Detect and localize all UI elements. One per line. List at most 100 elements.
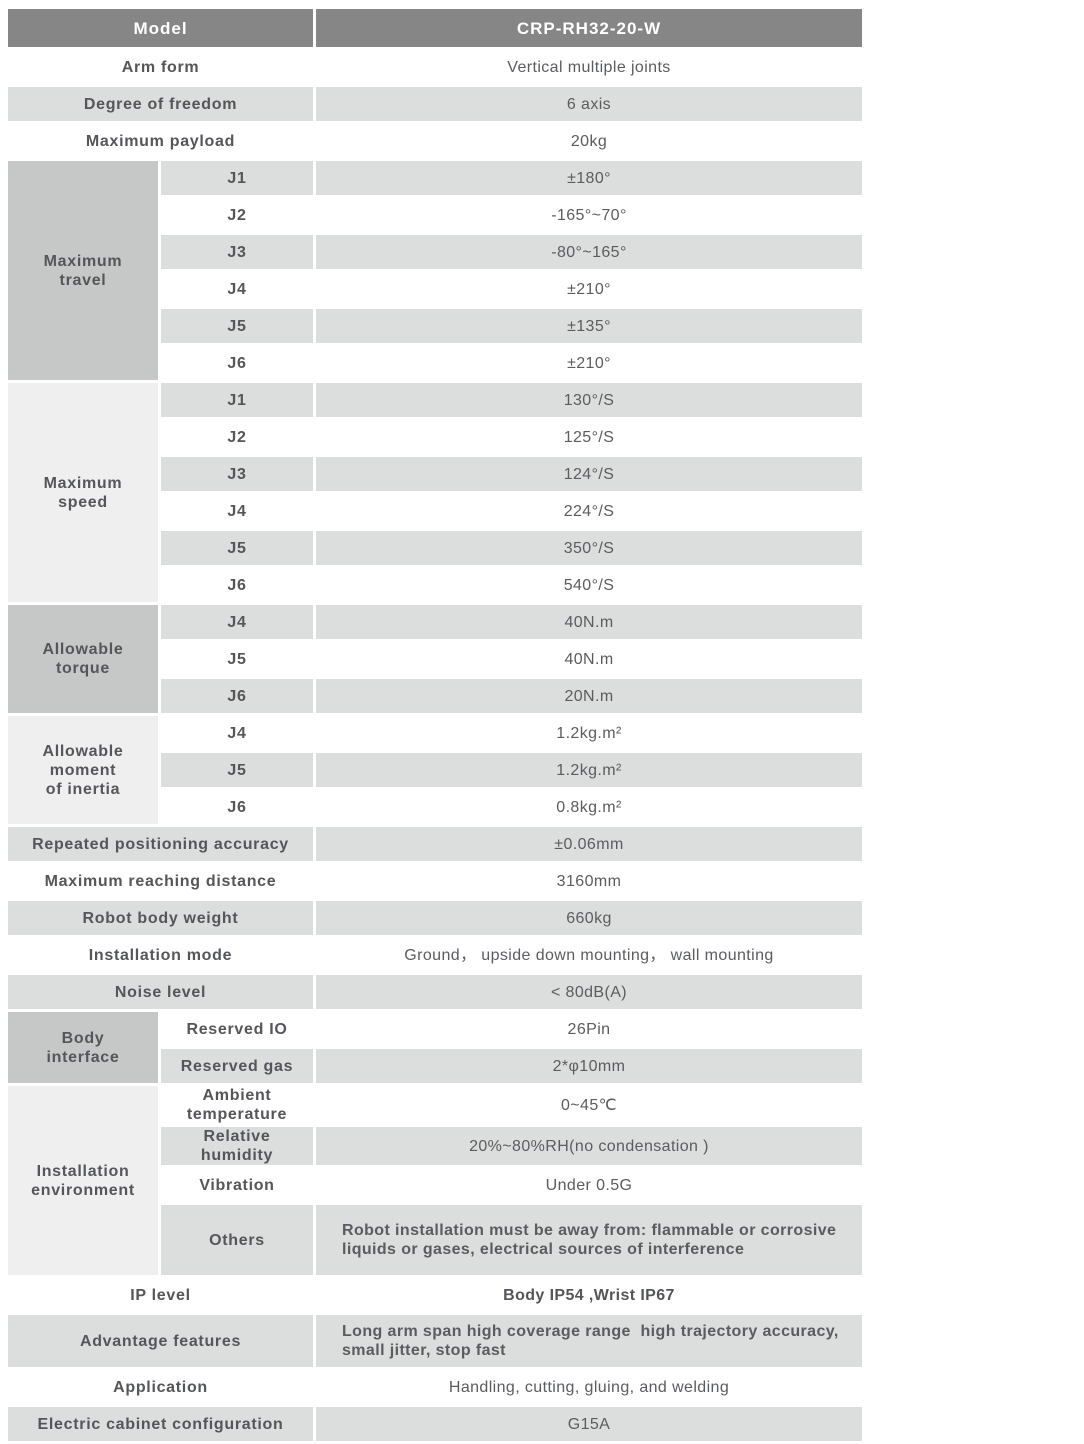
spec-label: Advantage features [8, 1315, 313, 1367]
joint-value: 124°/S [316, 457, 862, 491]
joint-label: J4 [161, 605, 313, 639]
sub-value: 26Pin [316, 1012, 862, 1046]
row-speed-j5: J5 350°/S [8, 531, 862, 565]
spec-value: Body IP54 ,Wrist IP67 [316, 1278, 862, 1312]
sub-value: 2*φ10mm [316, 1049, 862, 1083]
spec-label: Installation mode [8, 938, 313, 972]
joint-value: 1.2kg.m² [316, 716, 862, 750]
joint-value: ±180° [316, 161, 862, 195]
spec-label: Electric cabinet configuration [8, 1407, 313, 1441]
joint-value: 40N.m [316, 605, 862, 639]
row-speed-j3: J3 124°/S [8, 457, 862, 491]
sub-label: Vibration [161, 1168, 313, 1202]
row-speed-j6: J6 540°/S [8, 568, 862, 602]
joint-label: J5 [161, 753, 313, 787]
joint-value: 350°/S [316, 531, 862, 565]
spec-value: < 80dB(A) [316, 975, 862, 1009]
spec-label: Degree of freedom [8, 87, 313, 121]
row-installation-mode: Installation mode Ground， upside down mo… [8, 938, 862, 972]
row-electric-cabinet-configuration: Electric cabinet configuration G15A [8, 1407, 862, 1441]
header-row: Model CRP-RH32-20-W [8, 9, 862, 47]
spec-label: Maximum reaching distance [8, 864, 313, 898]
sub-label: Relative humidity [161, 1127, 313, 1165]
joint-value: 0.8kg.m² [316, 790, 862, 824]
joint-value: ±210° [316, 272, 862, 306]
joint-value: ±135° [316, 309, 862, 343]
sub-label: Ambient temperature [161, 1086, 313, 1124]
row-degree-of-freedom: Degree of freedom 6 axis [8, 87, 862, 121]
group-installation-environment: Installation environment [8, 1086, 158, 1275]
joint-value: 1.2kg.m² [316, 753, 862, 787]
joint-value: 130°/S [316, 383, 862, 417]
row-advantage-features: Advantage features Long arm span high co… [8, 1315, 862, 1367]
group-maximum-travel: Maximum travel [8, 161, 158, 380]
sub-value: Robot installation must be away from: fl… [316, 1205, 862, 1275]
row-travel-j6: J6 ±210° [8, 346, 862, 380]
joint-label: J5 [161, 531, 313, 565]
row-speed-j4: J4 224°/S [8, 494, 862, 528]
joint-label: J3 [161, 457, 313, 491]
spec-label: IP level [8, 1278, 313, 1312]
row-robot-body-weight: Robot body weight 660kg [8, 901, 862, 935]
joint-label: J1 [161, 383, 313, 417]
group-maximum-speed: Maximum speed [8, 383, 158, 602]
model-label: Model [8, 9, 313, 47]
row-repeated-positioning-accuracy: Repeated positioning accuracy ±0.06mm [8, 827, 862, 861]
spec-label: Application [8, 1370, 313, 1404]
row-ip-level: IP level Body IP54 ,Wrist IP67 [8, 1278, 862, 1312]
row-maximum-payload: Maximum payload 20kg [8, 124, 862, 158]
joint-label: J6 [161, 679, 313, 713]
joint-label: J5 [161, 309, 313, 343]
sub-label: Others [161, 1205, 313, 1275]
spec-value: Handling, cutting, gluing, and welding [316, 1370, 862, 1404]
spec-value: G15A [316, 1407, 862, 1441]
row-others: Others Robot installation must be away f… [8, 1205, 862, 1275]
joint-label: J4 [161, 716, 313, 750]
spec-label: Repeated positioning accuracy [8, 827, 313, 861]
sub-value: Under 0.5G [316, 1168, 862, 1202]
joint-label: J3 [161, 235, 313, 269]
sub-label: Reserved IO [161, 1012, 313, 1046]
joint-label: J6 [161, 568, 313, 602]
spec-value: Ground， upside down mounting， wall mount… [316, 938, 862, 972]
model-value: CRP-RH32-20-W [316, 9, 862, 47]
spec-value: Vertical multiple joints [316, 50, 862, 84]
joint-label: J2 [161, 198, 313, 232]
row-relative-humidity: Relative humidity 20%~80%RH(no condensat… [8, 1127, 862, 1165]
row-travel-j2: J2 -165°~70° [8, 198, 862, 232]
row-inertia-j6: J6 0.8kg.m² [8, 790, 862, 824]
joint-value: ±210° [316, 346, 862, 380]
group-allowable-inertia: Allowable moment of inertia [8, 716, 158, 824]
row-maximum-reaching-distance: Maximum reaching distance 3160mm [8, 864, 862, 898]
spec-value: ±0.06mm [316, 827, 862, 861]
joint-value: -165°~70° [316, 198, 862, 232]
sub-label: Reserved gas [161, 1049, 313, 1083]
spec-value: 3160mm [316, 864, 862, 898]
spec-value: Long arm span high coverage range high t… [316, 1315, 862, 1367]
spec-table: Model CRP-RH32-20-W Arm form Vertical mu… [5, 6, 865, 1444]
joint-label: J5 [161, 642, 313, 676]
sub-value: 20%~80%RH(no condensation ) [316, 1127, 862, 1165]
group-body-interface: Body interface [8, 1012, 158, 1083]
row-application: Application Handling, cutting, gluing, a… [8, 1370, 862, 1404]
joint-label: J6 [161, 790, 313, 824]
row-vibration: Vibration Under 0.5G [8, 1168, 862, 1202]
joint-value: 125°/S [316, 420, 862, 454]
row-torque-j6: J6 20N.m [8, 679, 862, 713]
row-speed-j1: Maximum speed J1 130°/S [8, 383, 862, 602]
spec-label: Robot body weight [8, 901, 313, 935]
sub-value: 0~45℃ [316, 1086, 862, 1124]
row-reserved-gas: Reserved gas 2*φ10mm [8, 1049, 862, 1083]
joint-value: 540°/S [316, 568, 862, 602]
row-travel-j1: Maximum travel J1 ±180° [8, 161, 862, 380]
row-noise-level: Noise level < 80dB(A) [8, 975, 862, 1009]
joint-value: 20N.m [316, 679, 862, 713]
joint-label: J4 [161, 272, 313, 306]
row-reserved-io: Body interface Reserved IO 26Pin [8, 1012, 862, 1083]
spec-label: Arm form [8, 50, 313, 84]
row-arm-form: Arm form Vertical multiple joints [8, 50, 862, 84]
spec-value: 6 axis [316, 87, 862, 121]
row-travel-j3: J3 -80°~165° [8, 235, 862, 269]
row-speed-j2: J2 125°/S [8, 420, 862, 454]
joint-label: J6 [161, 346, 313, 380]
